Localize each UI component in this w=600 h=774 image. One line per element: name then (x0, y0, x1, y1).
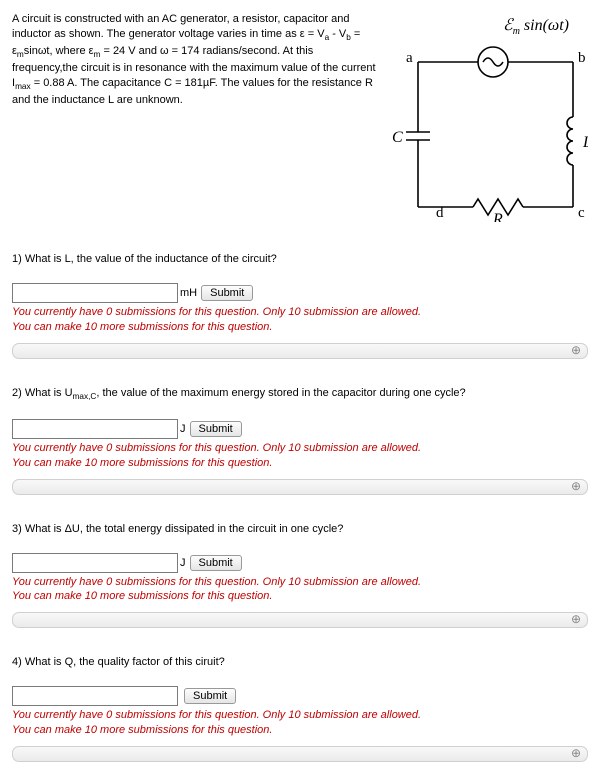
answer-row: mH Submit (12, 283, 588, 303)
unit-label: J (180, 557, 186, 569)
node-d-label: d (436, 205, 444, 221)
submit-button[interactable]: Submit (184, 688, 236, 704)
question-text: 4) What is Q, the quality factor of this… (12, 656, 588, 668)
answer-input[interactable] (12, 553, 178, 573)
node-a-label: a (406, 50, 413, 66)
submission-warning: You currently have 0 submissions for thi… (12, 708, 588, 738)
question-4: 4) What is Q, the quality factor of this… (12, 656, 588, 762)
question-text: 3) What is ΔU, the total energy dissipat… (12, 523, 588, 535)
submission-warning: You currently have 0 submissions for thi… (12, 575, 588, 605)
submission-warning: You currently have 0 submissions for thi… (12, 305, 588, 335)
question-text: 1) What is L, the value of the inductanc… (12, 253, 588, 265)
question-text: 2) What is Umax,C, the value of the maxi… (12, 387, 588, 401)
expand-bar[interactable] (12, 343, 588, 359)
answer-input[interactable] (12, 283, 178, 303)
node-b-label: b (578, 50, 586, 66)
emf-label: ℰm sin(ωt) (503, 17, 569, 37)
answer-row: J Submit (12, 553, 588, 573)
answer-row: Submit (12, 686, 588, 706)
answer-input[interactable] (12, 419, 178, 439)
expand-bar[interactable] (12, 612, 588, 628)
expand-bar[interactable] (12, 479, 588, 495)
submit-button[interactable]: Submit (190, 421, 242, 437)
expand-bar[interactable] (12, 746, 588, 762)
inductor-label: L (582, 134, 588, 151)
circuit-diagram: ℰm sin(ωt) (388, 12, 588, 225)
capacitor-label: C (392, 129, 403, 146)
unit-label: mH (180, 287, 197, 299)
answer-row: J Submit (12, 419, 588, 439)
problem-header: A circuit is constructed with an AC gene… (12, 12, 588, 225)
submit-button[interactable]: Submit (201, 285, 253, 301)
question-3: 3) What is ΔU, the total energy dissipat… (12, 523, 588, 629)
submit-button[interactable]: Submit (190, 555, 242, 571)
node-c-label: c (578, 205, 585, 221)
question-1: 1) What is L, the value of the inductanc… (12, 253, 588, 359)
submission-warning: You currently have 0 submissions for thi… (12, 441, 588, 471)
unit-label: J (180, 423, 186, 435)
resistor-label: R (492, 211, 503, 222)
problem-statement: A circuit is constructed with an AC gene… (12, 12, 388, 108)
answer-input[interactable] (12, 686, 178, 706)
question-2: 2) What is Umax,C, the value of the maxi… (12, 387, 588, 495)
